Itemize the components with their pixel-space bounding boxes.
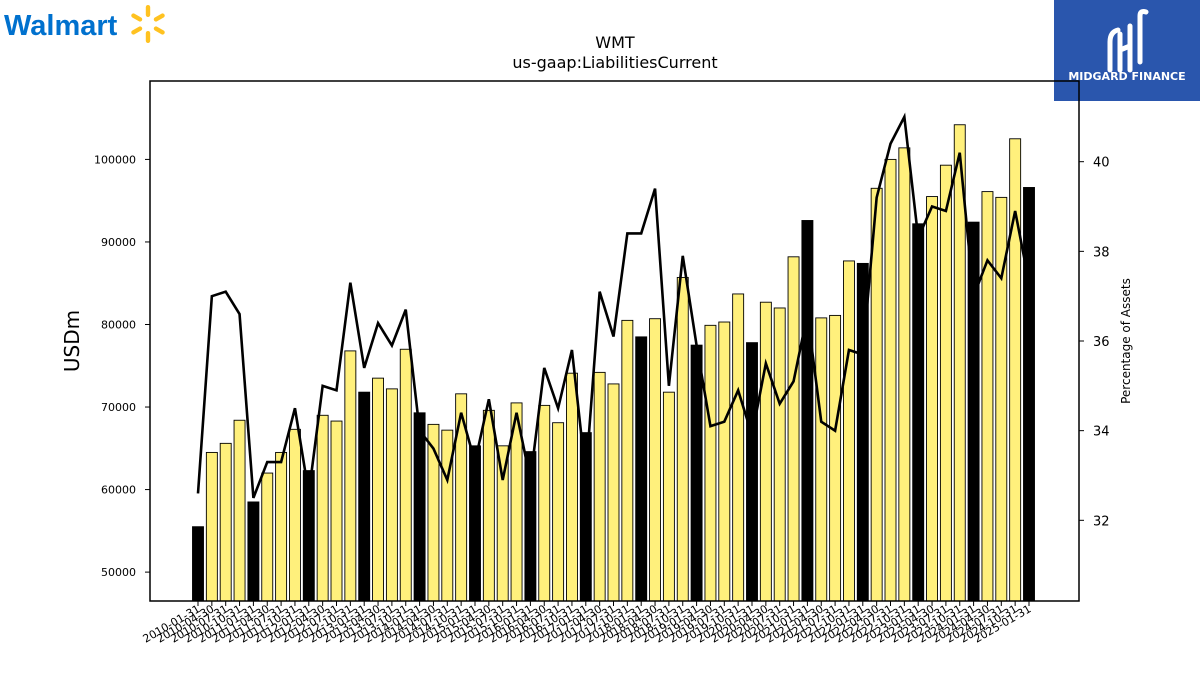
chart-title: WMT (595, 33, 635, 52)
plot-frame (149, 80, 1080, 602)
bar-2010-10-31 (233, 419, 246, 602)
bar-2019-07-31 (718, 321, 731, 602)
bar-2023-07-31 (939, 164, 952, 602)
bar-2017-10-31 (621, 319, 634, 602)
chart-subtitle: us-gaap:LiabilitiesCurrent (512, 53, 717, 72)
bar-2015-01-31 (469, 445, 481, 602)
bar-2011-04-30 (261, 472, 274, 602)
bar-2016-07-31 (552, 422, 565, 602)
bar-2021-07-31 (829, 314, 842, 602)
bar-2021-04-30 (815, 317, 828, 602)
bar-2023-01-31 (912, 223, 925, 602)
y-tick-label: 100000 (94, 153, 136, 166)
bar-series (192, 124, 1035, 602)
bar-2012-10-31 (344, 350, 357, 602)
y2-tick-label: 40 (1093, 156, 1110, 171)
bar-2013-10-31 (399, 348, 412, 602)
bar-2018-10-31 (676, 276, 689, 602)
bar-2022-07-31 (884, 158, 897, 602)
midgard-mark-icon (1107, 9, 1149, 73)
bar-2020-10-31 (787, 256, 800, 602)
y2-tick-label: 38 (1093, 245, 1110, 260)
bar-2019-10-31 (732, 293, 745, 602)
bar-2017-07-31 (607, 383, 620, 602)
bar-2015-04-30 (482, 409, 495, 602)
y-axis-label: USDm (60, 310, 84, 372)
bar-2018-01-31 (635, 336, 648, 602)
y2-tick-label: 36 (1093, 335, 1110, 350)
bar-2020-04-30 (759, 301, 772, 602)
y2-tick-label: 32 (1093, 514, 1110, 529)
bar-2010-07-31 (219, 442, 232, 602)
bar-2018-07-31 (662, 391, 675, 602)
bar-2013-07-31 (385, 388, 398, 602)
bar-2017-01-31 (579, 432, 592, 602)
bar-2011-10-31 (289, 428, 301, 602)
bar-2010-04-30 (205, 451, 218, 602)
bar-2025-01-31 (1023, 187, 1035, 602)
y-tick-label: 60000 (101, 484, 136, 497)
x-axis: 2010-01-312010-04-302010-07-312010-10-31… (141, 601, 1034, 646)
bar-2023-04-30 (926, 196, 938, 602)
bar-2011-07-31 (275, 451, 288, 602)
y-tick-label: 80000 (101, 318, 136, 331)
bar-2016-10-31 (566, 372, 578, 602)
right-axis: 32 34 36 38 40 (1079, 156, 1110, 529)
spark-icon (131, 5, 165, 43)
bar-2014-01-31 (413, 412, 426, 602)
bar-2020-01-31 (746, 342, 758, 602)
bar-2012-04-30 (316, 414, 329, 602)
bar-2019-04-30 (704, 324, 717, 602)
bar-2022-10-31 (898, 147, 911, 602)
bar-2024-10-31 (1009, 138, 1022, 602)
percentage-line (196, 112, 1031, 499)
left-axis: 50000 60000 70000 80000 90000 100000 (94, 153, 150, 579)
bar-2013-04-30 (372, 377, 384, 602)
bar-2012-07-31 (330, 420, 343, 602)
walmart-logo-text: Walmart (4, 10, 118, 42)
bar-2013-01-31 (358, 391, 371, 602)
walmart-logo: Walmart (4, 4, 174, 46)
line-series (196, 112, 1031, 499)
bar-2019-01-31 (690, 344, 703, 602)
bar-2011-01-31 (247, 501, 260, 602)
bar-2018-04-30 (649, 318, 661, 602)
bar-2016-04-30 (538, 404, 551, 602)
y-tick-label: 50000 (101, 566, 136, 579)
bar-2010-01-31 (192, 526, 204, 602)
y-tick-label: 70000 (101, 401, 136, 414)
bar-2015-07-31 (496, 445, 509, 602)
midgard-logo-text: MIDGARD FINANCE (1068, 70, 1185, 83)
y-tick-label: 90000 (101, 236, 136, 249)
bar-2024-04-30 (981, 191, 994, 602)
y2-tick-label: 34 (1093, 425, 1110, 440)
y2-axis-label: Percentage of Assets (1119, 278, 1133, 404)
bar-2021-10-31 (843, 260, 855, 602)
bar-2021-01-31 (801, 220, 814, 602)
bar-2017-04-30 (593, 371, 606, 602)
bar-2020-07-31 (773, 307, 786, 602)
bar-2024-01-31 (967, 221, 980, 602)
